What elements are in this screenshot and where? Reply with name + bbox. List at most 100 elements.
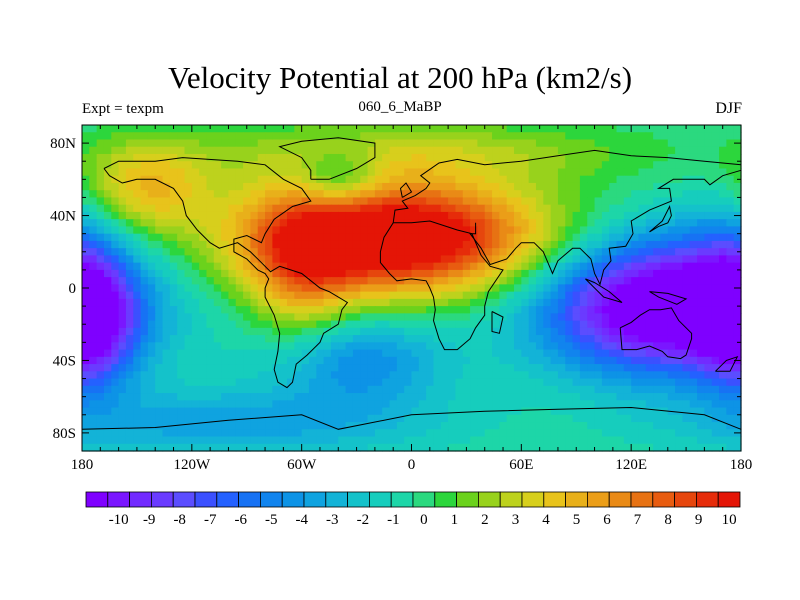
field-cell [579, 146, 588, 155]
field-cell [448, 168, 457, 177]
field-cell [221, 284, 230, 293]
field-cell [557, 342, 566, 351]
field-cell [338, 429, 347, 438]
field-cell [631, 204, 640, 213]
field-cell [579, 168, 588, 177]
field-cell [711, 429, 720, 438]
field-cell [667, 226, 676, 235]
field-cell [206, 226, 215, 235]
field-cell [243, 175, 252, 184]
field-cell [719, 175, 727, 184]
field-cell [279, 161, 288, 170]
field-cell [103, 349, 112, 358]
field-cell [623, 269, 632, 278]
field-cell [535, 313, 544, 322]
field-cell [462, 414, 471, 423]
field-cell [711, 175, 720, 184]
field-cell [645, 436, 654, 445]
field-cell [155, 291, 164, 300]
field-cell [396, 182, 405, 191]
field-cell [250, 364, 259, 372]
field-cell [103, 378, 112, 387]
field-cell [689, 284, 698, 293]
field-cell [609, 407, 618, 416]
field-cell [426, 153, 435, 162]
field-cell [323, 385, 332, 394]
field-cell [514, 291, 522, 300]
field-cell [287, 342, 295, 351]
field-cell [704, 204, 713, 213]
field-cell [396, 269, 405, 278]
field-cell [689, 400, 698, 409]
field-cell [682, 342, 691, 351]
field-cell [433, 356, 442, 365]
field-cell [367, 153, 376, 162]
field-cell [689, 197, 698, 206]
field-cell [543, 161, 552, 170]
field-cell [733, 132, 742, 141]
field-cell [704, 277, 713, 285]
field-cell [82, 327, 90, 336]
field-cell [374, 298, 383, 307]
field-cell [103, 182, 112, 191]
field-cell [308, 378, 317, 387]
field-cell [323, 306, 332, 314]
field-cell [470, 248, 478, 256]
field-cell [535, 153, 544, 162]
field-cell [404, 364, 413, 372]
field-cell [360, 233, 369, 242]
field-cell [89, 175, 98, 184]
field-cell [323, 436, 332, 445]
field-cell [374, 269, 383, 278]
field-cell [338, 240, 347, 249]
field-cell [689, 132, 698, 141]
field-cell [330, 190, 339, 199]
field-cell [609, 269, 618, 278]
field-cell [367, 436, 376, 445]
field-cell [697, 385, 705, 394]
field-cell [411, 277, 420, 285]
field-cell [565, 298, 574, 307]
field-cell [323, 153, 332, 162]
field-cell [609, 146, 618, 155]
field-cell [477, 349, 486, 358]
field-cell [506, 248, 515, 256]
field-cell [228, 342, 237, 351]
field-cell [733, 306, 742, 314]
field-cell [689, 153, 698, 162]
field-cell [308, 436, 317, 445]
field-cell [396, 378, 405, 387]
field-cell [477, 436, 486, 445]
field-cell [228, 371, 237, 380]
field-cell [345, 219, 354, 228]
field-cell [579, 407, 588, 416]
field-cell [206, 342, 215, 351]
field-cell [155, 414, 164, 423]
field-cell [294, 284, 303, 293]
field-cell [352, 364, 361, 372]
field-cell [499, 414, 508, 423]
field-cell [396, 146, 405, 155]
field-cell [308, 327, 317, 336]
field-cell [733, 153, 742, 162]
field-cell [404, 356, 413, 365]
field-cell [733, 233, 742, 242]
field-cell [726, 153, 735, 162]
field-cell [287, 385, 295, 394]
colorbar-swatch [150, 491, 174, 508]
field-cell [111, 291, 120, 300]
field-cell [140, 262, 149, 271]
field-cell [455, 255, 464, 264]
field-cell [374, 153, 383, 162]
field-cell [601, 298, 610, 307]
field-cell [726, 306, 735, 314]
field-cell [565, 335, 574, 343]
field-cell [82, 146, 90, 155]
field-cell [521, 211, 530, 220]
field-cell [572, 364, 581, 372]
field-cell [352, 255, 361, 264]
field-cell [360, 204, 369, 213]
field-cell [689, 269, 698, 278]
field-cell [440, 255, 449, 264]
field-cell [111, 153, 120, 162]
